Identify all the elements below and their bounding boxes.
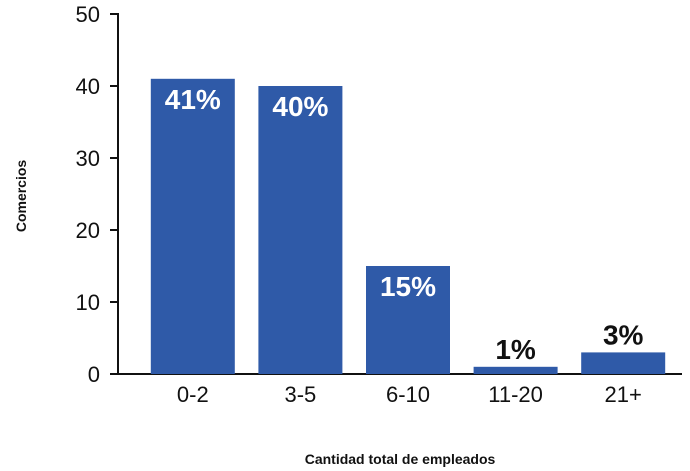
bar-value-label: 1% xyxy=(495,334,536,365)
bar xyxy=(581,352,666,374)
x-tick-label: 0-2 xyxy=(177,382,209,407)
y-tick-label: 50 xyxy=(76,2,100,27)
bar-value-label: 40% xyxy=(272,91,328,122)
x-ticks: 0-2 3-5 6-10 11-20 21+ xyxy=(177,382,642,407)
bars xyxy=(150,78,666,375)
bar-labels: 41% 40% 15% 1% 3% xyxy=(165,84,644,365)
x-tick-label: 6-10 xyxy=(386,382,430,407)
y-tick-label: 40 xyxy=(76,74,100,99)
bar xyxy=(473,366,558,374)
bar-value-label: 3% xyxy=(603,319,644,350)
y-axis-title: Comercios xyxy=(13,160,29,233)
bar xyxy=(366,266,450,374)
bar xyxy=(258,86,343,374)
x-tick-label: 3-5 xyxy=(285,382,317,407)
x-tick-label: 11-20 xyxy=(488,382,543,407)
x-tick-label: 21+ xyxy=(605,382,642,407)
x-axis-title: Cantidad total de empleados xyxy=(305,451,496,467)
bar-value-label: 41% xyxy=(165,84,221,115)
y-tick-label: 10 xyxy=(76,290,100,315)
y-tick-label: 30 xyxy=(76,146,100,171)
bar xyxy=(150,78,235,375)
bar-value-label: 15% xyxy=(380,271,436,302)
y-ticks: 0 10 20 30 40 50 xyxy=(76,2,118,387)
y-tick-label: 20 xyxy=(76,218,100,243)
y-axis: 0 10 20 30 40 50 xyxy=(76,2,119,387)
y-tick-label: 0 xyxy=(88,362,100,387)
